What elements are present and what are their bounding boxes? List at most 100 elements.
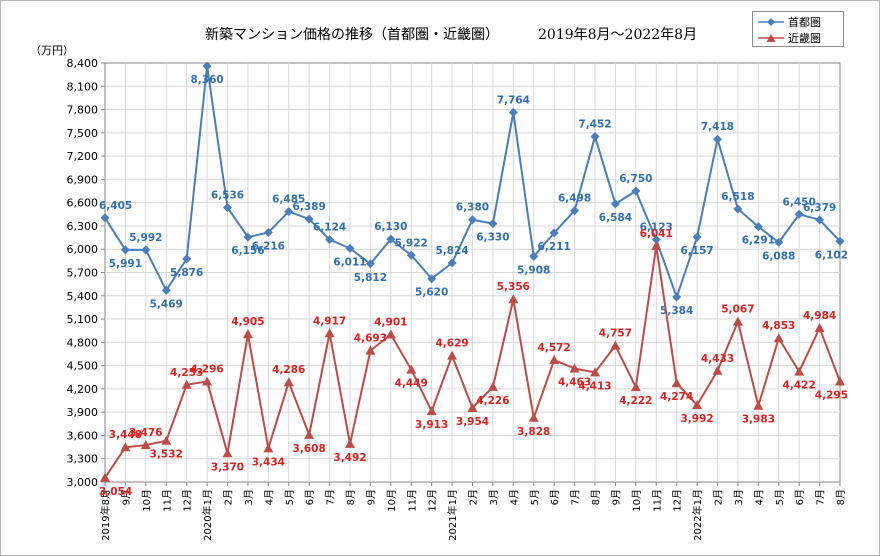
data-point-shutoken [651,235,661,245]
data-point-kinki [385,329,396,339]
data-point-kinki [549,355,560,365]
data-label-kinki: 4,422 [783,380,816,392]
data-label-kinki: 3,448 [109,429,142,441]
data-label-shutoken: 7,452 [578,119,611,131]
data-label-kinki: 3,492 [333,452,366,464]
data-label-kinki: 3,954 [456,416,489,428]
x-tick-label: 9月 [365,489,377,505]
data-point-shutoken [427,274,437,284]
data-label-kinki: 4,413 [578,380,611,392]
data-label-kinki: 4,226 [476,395,509,407]
y-tick-label: 5,400 [67,290,99,303]
data-point-kinki [651,241,662,251]
data-label-kinki: 4,629 [435,338,468,350]
legend: 首都圏 近畿圏 [752,11,844,47]
data-label-shutoken: 6,211 [538,241,571,253]
x-tick-label: 2022年1月 [691,489,704,541]
legend-label-kinki: 近畿圏 [788,31,821,45]
y-tick-label: 4,200 [67,383,99,396]
data-point-kinki [508,294,519,304]
x-tick-label: 7月 [815,489,827,505]
data-label-kinki: 3,992 [680,413,713,425]
x-tick-label: 3月 [488,489,500,505]
x-tick-label: 2019年8月 [99,489,112,541]
x-tick-label: 2月 [468,489,480,505]
data-point-kinki [835,376,845,386]
data-label-kinki: 4,905 [231,316,264,328]
x-tick-label: 8月 [835,489,847,505]
data-point-kinki [120,442,131,452]
data-point-shutoken [447,258,457,268]
data-label-kinki: 4,449 [395,378,428,390]
data-label-shutoken: 5,384 [660,305,693,317]
data-point-kinki [630,382,641,392]
y-tick-label: 6,900 [67,173,99,186]
data-label-kinki: 3,370 [211,461,244,473]
data-point-kinki [732,316,743,326]
x-tick-label: 5月 [529,489,541,505]
data-point-shutoken [508,107,518,117]
x-tick-label: 4月 [753,489,765,505]
data-point-kinki [426,406,437,416]
data-label-kinki: 4,296 [190,363,223,375]
data-point-kinki [487,381,498,391]
data-label-kinki: 4,917 [313,315,346,327]
y-tick-label: 7,200 [67,150,99,163]
data-label-kinki: 3,608 [293,443,326,455]
data-point-shutoken [304,214,314,224]
data-label-shutoken: 5,991 [109,258,142,270]
data-point-kinki [345,438,355,448]
data-point-shutoken [570,206,580,216]
legend-label-shutoken: 首都圏 [788,15,821,29]
x-tick-label: 7月 [325,489,337,505]
x-tick-label: 2月 [713,489,725,505]
x-tick-label: 12月 [427,489,439,512]
x-tick-label: 10月 [631,489,643,512]
data-label-kinki: 4,286 [272,364,305,376]
data-point-kinki [324,328,335,338]
data-point-shutoken [549,228,559,238]
data-point-kinki [304,429,315,439]
data-point-shutoken [284,207,294,217]
data-label-shutoken: 6,389 [293,201,326,213]
legend-marker-shutoken [758,17,784,26]
data-point-shutoken [182,254,192,264]
x-tick-label: 2月 [223,489,235,505]
data-label-shutoken: 6,485 [272,194,305,206]
data-label-shutoken: 6,156 [231,245,264,257]
data-label-shutoken: 6,123 [640,222,673,234]
data-point-shutoken [161,285,171,295]
data-point-shutoken [692,232,702,242]
data-label-shutoken: 5,876 [170,267,203,279]
data-point-kinki [814,323,825,333]
data-label-kinki: 5,067 [721,304,754,316]
data-point-shutoken [672,292,682,302]
data-point-kinki [467,402,478,412]
data-label-shutoken: 6,405 [99,200,132,212]
data-label-shutoken: 6,750 [619,173,652,185]
data-label-shutoken: 5,908 [517,264,550,276]
y-tick-label: 4,500 [67,360,99,373]
data-label-kinki: 3,913 [415,419,448,431]
legend-marker-kinki [758,33,784,42]
data-point-shutoken [263,227,273,237]
data-point-kinki [753,400,764,410]
y-tick-label: 6,300 [67,220,99,233]
legend-item-kinki: 近畿圏 [757,30,821,45]
data-point-kinki [794,366,805,376]
data-label-shutoken: 5,824 [435,245,468,257]
chart-subtitle: 2019年8月～2022年8月 [538,27,698,43]
data-point-shutoken [202,61,212,71]
y-tick-label: 8,400 [67,57,99,70]
data-label-shutoken: 6,157 [680,245,713,257]
data-point-kinki [590,367,600,377]
x-tick-label: 12月 [672,489,684,512]
data-label-shutoken: 8,360 [190,74,223,86]
y-tick-label: 4,800 [67,336,99,349]
x-tick-label: 2020年1月 [201,489,214,541]
y-tick-label: 8,100 [67,80,99,93]
data-label-kinki: 4,274 [660,391,693,403]
data-label-kinki: 4,757 [599,328,632,340]
data-point-kinki [447,350,458,360]
